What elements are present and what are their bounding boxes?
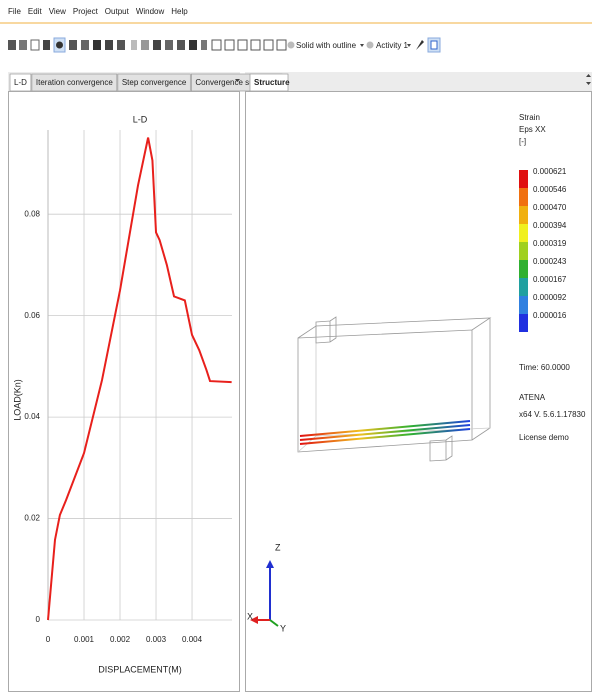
- x-tick-label: 0.003: [146, 635, 167, 644]
- menu-item[interactable]: Window: [136, 7, 165, 16]
- legend-label: 0.000470: [533, 203, 567, 212]
- legend-label: 0.000092: [533, 293, 567, 302]
- legend-label: 0.000621: [533, 167, 567, 176]
- tool-icon[interactable]: [277, 40, 286, 50]
- tab-label[interactable]: Step convergence: [122, 78, 187, 87]
- menu-item[interactable]: Edit: [28, 7, 43, 16]
- triad-label: X: [247, 611, 253, 621]
- tool-icon[interactable]: [81, 40, 89, 50]
- tool-icon: [56, 42, 63, 49]
- color-bar-segment: [519, 296, 528, 314]
- info-text: x64 V. 5.6.1.17830: [519, 410, 586, 419]
- tool-icon[interactable]: [8, 40, 16, 50]
- y-tick-label: 0: [36, 615, 41, 624]
- right-panel: [246, 92, 592, 692]
- legend-label: 0.000016: [533, 311, 567, 320]
- tab-label[interactable]: Structure: [254, 78, 290, 87]
- x-tick-label: 0: [46, 635, 51, 644]
- info-text: Time: 60.0000: [519, 363, 570, 372]
- tool-icon[interactable]: [153, 40, 161, 50]
- tool-icon[interactable]: [201, 40, 207, 50]
- y-tick-label: 0.08: [24, 209, 40, 218]
- legend-label: 0.000546: [533, 185, 567, 194]
- tool-icon[interactable]: [251, 40, 260, 50]
- activity-dropdown[interactable]: Activity 1: [376, 41, 409, 50]
- color-bar-segment: [519, 188, 528, 206]
- menu-item[interactable]: Help: [171, 7, 188, 16]
- y-tick-label: 0.06: [24, 311, 40, 320]
- tool-icon: [367, 42, 374, 49]
- legend-label: 0.000319: [533, 239, 567, 248]
- tool-icon[interactable]: [238, 40, 247, 50]
- x-axis-label: DISPLACEMENT(M): [98, 664, 182, 674]
- legend-title: [-]: [519, 137, 526, 146]
- legend-title: Eps XX: [519, 125, 546, 134]
- legend-label: 0.000394: [533, 221, 567, 230]
- tool-icon[interactable]: [225, 40, 234, 50]
- chart-title: L-D: [133, 114, 148, 124]
- tab-label[interactable]: Iteration convergence: [36, 78, 113, 87]
- x-tick-label: 0.004: [182, 635, 203, 644]
- color-bar-segment: [519, 314, 528, 332]
- tool-icon[interactable]: [105, 40, 113, 50]
- legend-title: Strain: [519, 113, 540, 122]
- y-axis-label: LOAD(Kn): [12, 379, 22, 421]
- tabs: L-D Iteration convergence Step convergence…: [10, 74, 290, 91]
- legend-label: 0.000243: [533, 257, 567, 266]
- tool-icon[interactable]: [165, 40, 173, 50]
- color-bar-segment: [519, 260, 528, 278]
- tool-icon[interactable]: [177, 40, 185, 50]
- tool-icon[interactable]: [31, 40, 39, 50]
- tool-icon[interactable]: [69, 40, 77, 50]
- tool-icon[interactable]: [93, 40, 101, 50]
- info-text: License demo: [519, 433, 569, 442]
- color-bar-segment: [519, 206, 528, 224]
- color-bar-segment: [519, 170, 528, 188]
- tool-icon[interactable]: [141, 40, 149, 50]
- tool-icon[interactable]: [288, 42, 295, 49]
- legend-label: 0.000167: [533, 275, 567, 284]
- tab-label[interactable]: L-D: [14, 78, 27, 87]
- tool-icon: [431, 41, 437, 49]
- tool-icon[interactable]: [212, 40, 221, 50]
- tool-icon[interactable]: [264, 40, 273, 50]
- y-tick-label: 0.02: [24, 514, 40, 523]
- info-text: ATENA: [519, 393, 546, 402]
- menu-item[interactable]: Output: [105, 7, 130, 16]
- color-bar-segment: [519, 242, 528, 260]
- menu-item[interactable]: Project: [73, 7, 99, 16]
- menu-item[interactable]: File: [8, 7, 21, 16]
- render-mode-dropdown[interactable]: Solid with outline: [296, 41, 357, 50]
- y-tick-label: 0.04: [24, 412, 40, 421]
- tool-icon[interactable]: [117, 40, 125, 50]
- triad-label: Z: [275, 542, 281, 552]
- tool-icon[interactable]: [43, 40, 50, 50]
- tool-icon[interactable]: [19, 40, 27, 50]
- color-bar-segment: [519, 278, 528, 296]
- app-window: File Edit View Project Output Window Help Soli…: [0, 0, 592, 693]
- color-bar-segment: [519, 224, 528, 242]
- menu-item[interactable]: View: [49, 7, 66, 16]
- x-tick-label: 0.001: [74, 635, 95, 644]
- right-tab-strip: [245, 72, 592, 91]
- tool-icon[interactable]: [131, 40, 137, 50]
- tool-icon[interactable]: [189, 40, 197, 50]
- left-panel: [9, 92, 240, 692]
- x-tick-label: 0.002: [110, 635, 131, 644]
- triad-label: Y: [280, 623, 286, 633]
